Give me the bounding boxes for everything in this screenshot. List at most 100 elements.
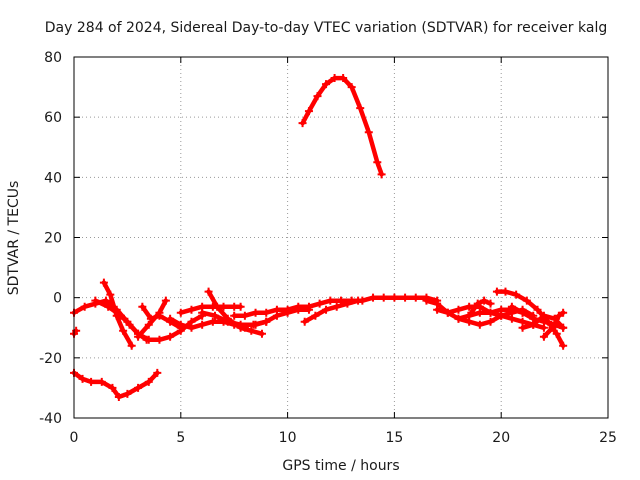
data-point <box>127 341 136 350</box>
series-arc-15 <box>300 296 363 326</box>
data-point <box>153 368 162 377</box>
y-tick-label: 20 <box>44 231 62 247</box>
data-point <box>142 335 151 344</box>
data-point <box>473 299 482 308</box>
data-point <box>138 302 147 311</box>
y-tick-label: 80 <box>44 50 62 66</box>
data-point <box>379 293 388 302</box>
data-point <box>559 341 568 350</box>
data-point <box>313 92 322 101</box>
data-point <box>72 326 81 335</box>
y-tick-label: 60 <box>44 110 62 126</box>
y-tick-label: -20 <box>39 351 62 367</box>
data-point <box>322 305 331 314</box>
data-point <box>155 335 164 344</box>
data-point <box>187 323 196 332</box>
data-point <box>134 383 143 392</box>
data-point <box>533 305 542 314</box>
data-point <box>155 308 164 317</box>
data-point <box>552 329 561 338</box>
series-arc-4 <box>99 278 136 350</box>
data-point <box>507 314 516 323</box>
data-point <box>518 323 527 332</box>
data-point <box>123 389 132 398</box>
data-point <box>369 293 378 302</box>
data-point <box>251 320 260 329</box>
data-point <box>97 377 106 386</box>
y-tick-label: 40 <box>44 170 62 186</box>
series-line <box>71 370 160 400</box>
data-point <box>262 308 271 317</box>
data-point <box>377 170 386 179</box>
data-point <box>486 317 495 326</box>
data-point <box>236 320 245 329</box>
x-tick-label: 25 <box>599 430 617 446</box>
data-point <box>559 323 568 332</box>
data-point <box>497 305 506 314</box>
data-point <box>144 377 153 386</box>
data-point <box>236 302 245 311</box>
series-line <box>300 75 384 177</box>
data-point <box>240 311 249 320</box>
data-point <box>304 107 313 116</box>
data-point <box>330 74 339 83</box>
data-point <box>373 158 382 167</box>
data-point <box>134 332 143 341</box>
data-point <box>204 287 213 296</box>
data-point <box>78 374 87 383</box>
data-point <box>332 302 341 311</box>
series-arc-7 <box>134 296 170 341</box>
x-tick-label: 5 <box>176 430 185 446</box>
data-point <box>80 302 89 311</box>
data-point <box>125 320 134 329</box>
data-point <box>356 104 365 113</box>
data-point <box>322 80 331 89</box>
series-arc-23 <box>539 308 568 341</box>
axis-ticks <box>73 56 609 419</box>
x-tick-label: 10 <box>279 430 297 446</box>
x-axis-label: GPS time / hours <box>282 458 399 474</box>
data-point <box>198 308 207 317</box>
data-point <box>433 305 442 314</box>
data-point <box>166 332 175 341</box>
data-point <box>116 311 125 320</box>
data-point <box>187 305 196 314</box>
data-point <box>529 320 538 329</box>
data-point <box>343 299 352 308</box>
data-point <box>539 332 548 341</box>
data-point <box>347 83 356 92</box>
data-point <box>223 317 232 326</box>
data-point <box>166 314 175 323</box>
data-point <box>486 308 495 317</box>
data-point <box>99 278 108 287</box>
data-point <box>247 326 256 335</box>
data-point <box>554 311 563 320</box>
data-point <box>106 290 115 299</box>
data-point <box>294 305 303 314</box>
data-point <box>401 293 410 302</box>
data-point <box>208 317 217 326</box>
data-point <box>213 302 222 311</box>
data-point <box>507 302 516 311</box>
data-point <box>176 320 185 329</box>
data-point <box>411 293 420 302</box>
data-point <box>176 308 185 317</box>
series-arc-2 <box>70 326 81 338</box>
data-point <box>475 320 484 329</box>
data-point <box>272 311 281 320</box>
data-point <box>518 308 527 317</box>
data-point <box>315 299 324 308</box>
data-point <box>251 308 260 317</box>
data-point <box>522 296 531 305</box>
series-arc-1 <box>70 368 162 401</box>
data-point <box>91 296 100 305</box>
data-point <box>390 293 399 302</box>
y-tick-label: 0 <box>53 291 62 307</box>
y-axis-label: SDTVAR / TECUs <box>6 181 22 296</box>
data-point <box>114 392 123 401</box>
x-tick-labels: 0 5 10 15 20 25 <box>70 430 617 446</box>
data-point <box>486 299 495 308</box>
data-point <box>298 119 307 128</box>
series-line <box>135 298 169 340</box>
